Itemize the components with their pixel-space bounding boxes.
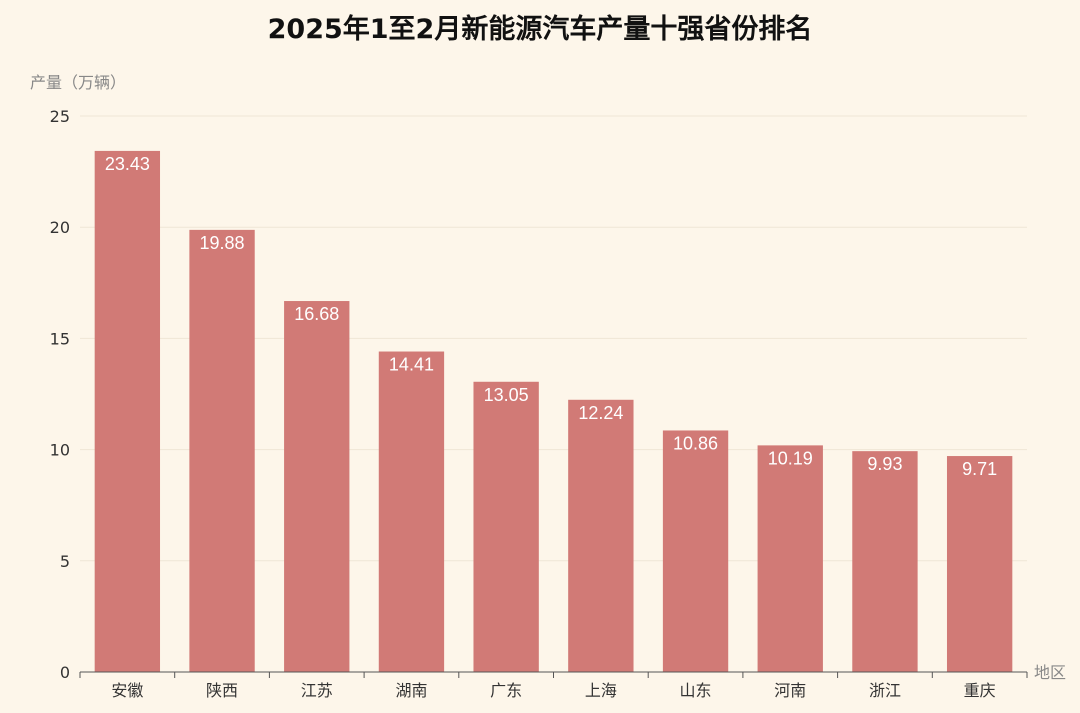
data-label: 19.88 <box>200 233 245 253</box>
x-axis-ticks: 安徽 陕西 江苏 湖南 广东 上海 山东 河南 浙江 重庆 <box>79 672 1028 700</box>
data-labels: 23.43 19.88 16.68 14.41 13.05 12.24 10.86 10.19… <box>105 154 997 479</box>
bar-1 <box>94 150 161 672</box>
x-tick-label: 陕西 <box>206 681 238 700</box>
bar-10 <box>946 456 1013 672</box>
x-tick-label: 上海 <box>585 681 617 700</box>
data-label: 9.93 <box>867 454 902 474</box>
x-axis-label: 地区 <box>1034 663 1066 682</box>
y-tick-label: 0 <box>60 663 70 682</box>
x-tick-label: 安徽 <box>111 681 143 700</box>
data-label: 14.41 <box>389 355 434 375</box>
bar-3 <box>284 301 350 672</box>
data-label: 10.19 <box>768 448 813 468</box>
y-axis-label: 产量（万辆） <box>30 73 126 92</box>
chart-title: 2025年1至2月新能源汽车产量十强省份排名 <box>268 13 813 45</box>
bar-9 <box>852 451 918 672</box>
bar-7 <box>662 430 729 672</box>
data-label: 9.71 <box>962 459 997 479</box>
bar-8 <box>757 445 823 672</box>
bars <box>94 150 1013 672</box>
y-tick-label: 20 <box>50 218 70 237</box>
data-label: 23.43 <box>105 154 150 174</box>
y-tick-label: 10 <box>50 441 70 460</box>
data-label: 16.68 <box>294 304 339 324</box>
x-tick-label: 广东 <box>490 681 522 700</box>
x-tick-label: 湖南 <box>395 681 427 700</box>
data-label: 13.05 <box>484 385 529 405</box>
x-tick-label: 浙江 <box>869 681 901 700</box>
bar-2 <box>189 229 255 672</box>
y-tick-label: 5 <box>60 552 70 571</box>
bar-6 <box>568 399 634 672</box>
y-tick-label: 15 <box>50 329 70 348</box>
data-label: 10.86 <box>673 433 718 453</box>
y-axis-ticks: 0 5 10 15 20 25 <box>50 107 70 682</box>
data-label: 12.24 <box>578 403 623 423</box>
x-tick-label: 重庆 <box>964 681 996 700</box>
x-tick-label: 山东 <box>680 681 712 700</box>
bar-5 <box>473 381 539 672</box>
y-tick-label: 25 <box>50 107 70 126</box>
x-tick-label: 江苏 <box>301 681 333 700</box>
bar-4 <box>378 351 445 672</box>
x-tick-label: 河南 <box>774 681 806 700</box>
